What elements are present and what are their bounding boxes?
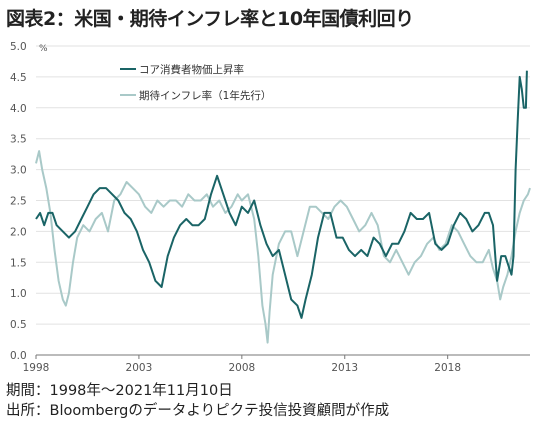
legend-label: 期待インフレ率（1年先行） xyxy=(139,89,271,102)
x-tick-label: 2013 xyxy=(331,362,358,374)
series-lines xyxy=(35,70,531,344)
x-tick-label: 2018 xyxy=(434,362,461,374)
y-tick-label: 0.0 xyxy=(10,350,27,362)
legend-label: コア消費者物価上昇率 xyxy=(139,63,244,76)
x-tick-label: 1998 xyxy=(23,362,50,374)
y-tick-label: 0.5 xyxy=(10,319,27,331)
y-tick-label: 1.0 xyxy=(10,288,27,300)
x-tick-label: 2003 xyxy=(126,362,153,374)
y-tick-label: 3.5 xyxy=(10,134,27,146)
footer-period: 期間：1998年～2021年11月10日 xyxy=(6,383,233,399)
y-tick-label: 1.5 xyxy=(10,257,27,269)
y-tick-label: 2.5 xyxy=(10,196,27,208)
y-tick-label: 3.0 xyxy=(10,165,27,177)
series-line xyxy=(35,150,531,344)
y-tick-label: 5.0 xyxy=(10,41,27,53)
y-tick-label: 4.5 xyxy=(10,72,27,84)
y-tick-label: 2.0 xyxy=(10,226,27,238)
x-axis: 1998 2003 2008 2013 2018 xyxy=(23,355,461,374)
grid-lines xyxy=(36,45,530,356)
x-tick-label: 2008 xyxy=(228,362,255,374)
footer-source: 出所：Bloombergのデータよりピクテ投信投資顧問が作成 xyxy=(6,403,390,419)
y-axis: 0.0 0.5 1.0 1.5 2.0 2.5 3.0 3.5 4.0 4.5 5.0% xyxy=(10,41,48,362)
y-tick-label: 4.0 xyxy=(10,103,27,115)
series-line xyxy=(35,70,528,319)
chart-title: 図表2：米国・期待インフレ率と10年国債利回り xyxy=(6,8,414,30)
y-axis-unit: % xyxy=(39,44,48,54)
